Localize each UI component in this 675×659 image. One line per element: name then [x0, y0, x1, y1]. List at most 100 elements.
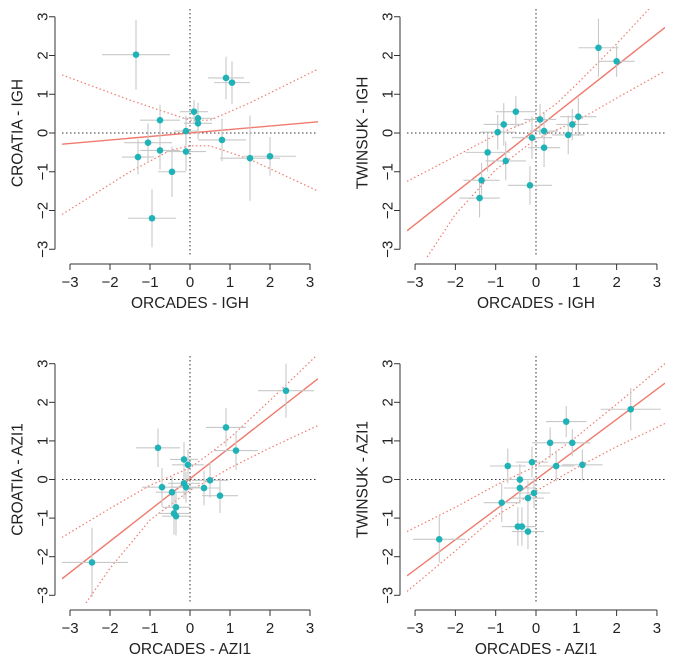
data-point [516, 484, 524, 492]
regression-line [62, 121, 318, 145]
y-tick-label: 3 [35, 360, 52, 368]
x-tick-label: −1 [141, 620, 158, 637]
data-point [156, 116, 164, 124]
data-point [498, 499, 506, 506]
x-tick-label: −2 [101, 620, 118, 637]
data-point [502, 157, 510, 165]
data-point [536, 116, 544, 123]
y-tick-label: 2 [35, 51, 52, 59]
data-point [500, 121, 508, 128]
data-point [134, 153, 142, 161]
data-point [575, 113, 582, 121]
data-point [540, 144, 548, 152]
regression-line [62, 378, 318, 580]
y-tick-label: 1 [35, 90, 52, 98]
data-point [88, 559, 96, 566]
x-tick-label: 0 [186, 274, 194, 291]
x-tick-label: 3 [653, 620, 661, 637]
data-point [528, 458, 536, 466]
data-point [158, 483, 166, 491]
x-axis-label: ORCADES - AZI1 [475, 641, 597, 658]
y-tick-label: 0 [380, 129, 397, 137]
y-tick-label: −3 [35, 587, 52, 604]
ci-upper-line [407, 363, 665, 533]
ci-upper-line [62, 356, 317, 538]
x-tick-label: −3 [61, 620, 78, 637]
x-tick-label: 0 [532, 620, 540, 637]
data-point [194, 114, 202, 122]
data-point [168, 488, 176, 496]
y-tick-label: 0 [35, 129, 52, 137]
y-tick-label: −1 [380, 510, 397, 527]
y-tick-label: −2 [35, 202, 52, 219]
x-tick-label: −3 [407, 620, 424, 637]
data-point [568, 121, 576, 128]
data-point [222, 424, 230, 431]
data-point [172, 512, 180, 520]
data-point [232, 447, 240, 454]
data-point [518, 523, 526, 530]
y-tick-label: −3 [380, 587, 397, 604]
data-point [182, 127, 190, 135]
data-point [182, 148, 190, 155]
x-tick-label: 0 [532, 274, 540, 291]
data-point [526, 182, 534, 189]
data-point [156, 147, 164, 154]
data-point [484, 149, 491, 156]
data-point [595, 44, 602, 52]
data-point [528, 134, 536, 141]
y-tick-label: −3 [35, 241, 52, 258]
data-point [613, 58, 620, 65]
x-tick-label: 2 [612, 620, 620, 637]
data-point [154, 444, 162, 452]
data-point [144, 139, 152, 146]
ci-lower-line [426, 70, 665, 257]
data-point [200, 484, 208, 492]
data-point [524, 494, 532, 502]
data-point [216, 492, 224, 500]
data-point [579, 461, 586, 469]
y-axis-label: TWINSUK - IGH [355, 77, 372, 190]
data-point [504, 462, 512, 470]
data-point [184, 461, 192, 469]
x-axis-label: ORCADES - AZI1 [129, 641, 251, 658]
x-axis-label: ORCADES - IGH [477, 295, 595, 312]
plot-area [62, 19, 318, 248]
x-tick-label: 1 [572, 274, 580, 291]
x-tick-label: −2 [447, 274, 464, 291]
data-point [494, 128, 502, 136]
data-point [627, 405, 635, 413]
data-point [172, 503, 180, 511]
data-point [476, 194, 483, 202]
data-point [435, 536, 443, 543]
data-point [132, 51, 140, 59]
data-point [524, 528, 532, 535]
data-point [182, 483, 190, 491]
y-axis-label: TWINSUK - AZI1 [355, 421, 372, 538]
plot-area [62, 356, 318, 603]
y-tick-label: 1 [380, 90, 397, 98]
data-point [190, 108, 198, 115]
x-tick-label: 3 [306, 620, 314, 637]
y-axis-label: CROATIA - IGH [10, 79, 27, 187]
x-tick-label: −1 [487, 274, 504, 291]
data-point [228, 79, 236, 86]
y-tick-label: 3 [35, 13, 52, 21]
x-tick-label: −3 [61, 274, 78, 291]
y-tick-label: 2 [380, 51, 397, 59]
data-point [168, 168, 176, 176]
y-tick-label: 3 [380, 360, 397, 368]
data-point [206, 476, 214, 484]
data-point [564, 131, 572, 139]
y-tick-label: −3 [380, 241, 397, 258]
ci-upper-line [407, 9, 650, 182]
x-tick-label: 2 [266, 274, 274, 291]
panel-1: −3 −3 −2 −2 −1 −1 0 0 1 1 2 2 3 3 ORCADES - IGH CROATIA… [10, 9, 318, 312]
y-axis-label: CROATIA - AZI1 [10, 423, 27, 536]
y-tick-label: −2 [380, 548, 397, 565]
y-tick-label: 0 [380, 475, 397, 483]
ci-upper-line [62, 68, 318, 121]
y-tick-label: −2 [380, 202, 397, 219]
data-point [568, 439, 576, 447]
data-point [148, 214, 156, 222]
